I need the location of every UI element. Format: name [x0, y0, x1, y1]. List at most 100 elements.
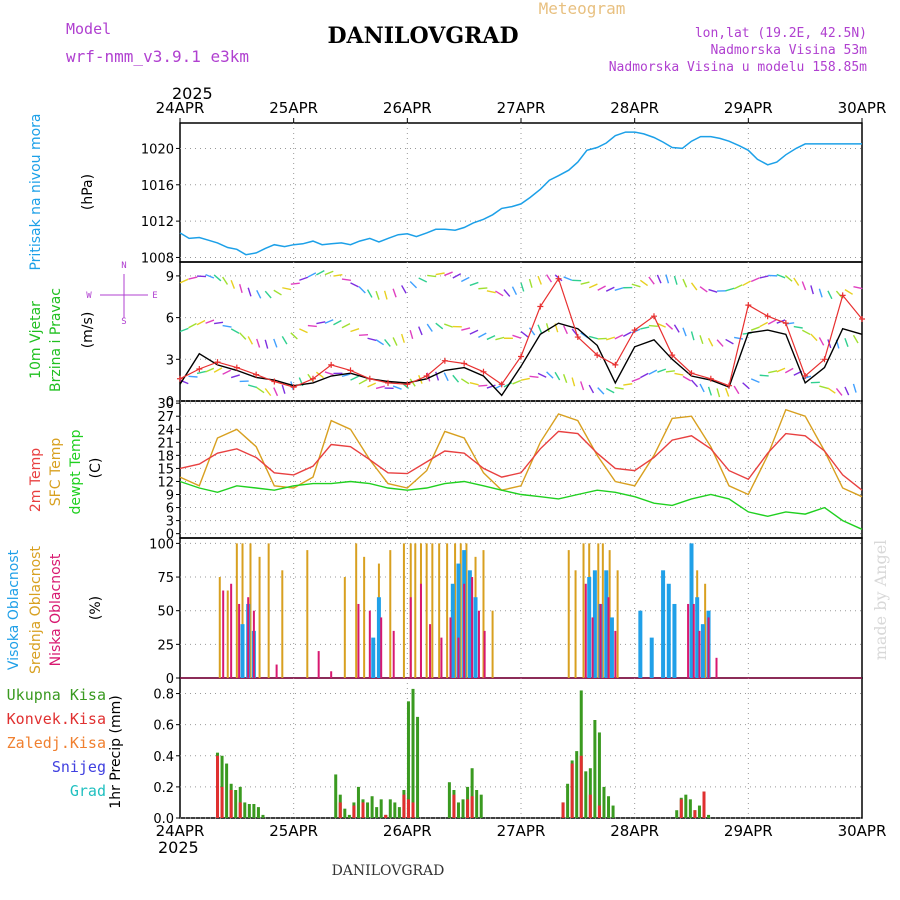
- wind-vector: [222, 324, 232, 328]
- wind-vector: [648, 276, 655, 285]
- wind-gust-marker: [839, 292, 846, 299]
- wind-vector: [563, 276, 573, 281]
- cloud-mid-bar: [249, 543, 252, 678]
- precip-legend-1: Konvek.Kisa: [7, 710, 106, 728]
- wind-vector: [197, 275, 207, 278]
- wind-gust-marker: [290, 384, 297, 391]
- wind-vector: [657, 322, 666, 328]
- cloud-high-bar: [473, 597, 478, 678]
- wind-vector: [520, 330, 529, 338]
- cloud-mid-bar: [281, 570, 284, 678]
- wind-vector: [222, 369, 232, 375]
- wind-vector: [435, 371, 440, 381]
- wind-gust-marker: [650, 313, 657, 320]
- cloud-low-bar: [449, 617, 452, 678]
- precip-conv-bar: [452, 794, 456, 818]
- wind-gust-marker: [518, 353, 524, 360]
- wind-vector: [273, 387, 279, 397]
- wind-vector: [452, 374, 460, 383]
- y-tick-label-p1: 9: [166, 270, 174, 285]
- cloud-low-bar: [692, 603, 695, 678]
- cloud-mid-bar: [446, 543, 449, 678]
- wind-vector: [427, 274, 437, 278]
- cloud-low-bar: [368, 610, 371, 678]
- wind-vector: [239, 332, 247, 340]
- wind-vector: [853, 285, 863, 290]
- precip-total-bar: [479, 794, 483, 818]
- wind-vector: [444, 271, 453, 277]
- wind-gust-marker: [859, 315, 865, 322]
- wind-vector: [486, 334, 496, 341]
- y-tick-label-p2: 24: [157, 423, 174, 438]
- precip-total-bar: [588, 768, 592, 818]
- wind-vector: [460, 378, 470, 385]
- temp-sfc-line: [179, 408, 863, 498]
- watermark: made by Angel: [871, 540, 890, 661]
- wind-vector: [750, 378, 760, 384]
- coords-label: lon,lat (19.2E, 42.5N): [695, 26, 867, 41]
- cloud-high-bar: [672, 603, 677, 678]
- wind-gust-marker: [782, 320, 789, 327]
- y-tick-label-p0: 1020: [141, 142, 174, 157]
- wind-vector: [640, 326, 650, 330]
- wind-vector: [333, 319, 342, 326]
- wind-vector: [793, 277, 800, 286]
- precip-conv-bar: [229, 790, 233, 818]
- wind-gust-marker: [253, 371, 260, 378]
- wind-vector: [247, 287, 252, 297]
- wind-axis-label-1: 10m Vjetar: [28, 301, 44, 379]
- wind-vector: [179, 379, 189, 385]
- wind-vector: [656, 274, 662, 284]
- cloud-mid-bar: [306, 550, 309, 678]
- wind-vector: [375, 290, 380, 300]
- footer-station: DANILOVGRAD: [332, 863, 445, 879]
- wind-vector: [264, 339, 269, 349]
- cloud-high-bar: [587, 577, 592, 678]
- year-top: 2025: [172, 84, 213, 103]
- wind-vector: [299, 276, 309, 281]
- cloud-mid-bar: [389, 550, 392, 678]
- wind-vector: [426, 372, 431, 382]
- precip-conv-bar: [406, 799, 410, 818]
- precip-conv-bar: [597, 805, 601, 818]
- wind-vector: [196, 370, 206, 375]
- cloud-mid-bar: [459, 543, 462, 678]
- wind-vector: [776, 367, 786, 373]
- wind-gust-marker: [461, 360, 468, 367]
- wind-vector: [631, 283, 641, 288]
- cloud-mid-bar: [363, 556, 366, 678]
- wind-vector: [461, 276, 470, 283]
- cloud-mid-bar: [465, 543, 468, 678]
- precip-conv-bar: [361, 802, 365, 818]
- wind-vector: [537, 372, 547, 378]
- wind-vector: [503, 289, 511, 297]
- cloud-low-bar: [357, 603, 360, 678]
- y-tick-label-p3: 50: [157, 605, 174, 620]
- wind-vector: [682, 278, 688, 288]
- cloud-high-bar: [649, 637, 654, 678]
- precip-total-bar: [379, 799, 383, 818]
- wind-gust-marker: [726, 382, 733, 389]
- y-tick-label-p3: 25: [157, 638, 174, 653]
- wind-gust-marker: [537, 303, 544, 310]
- wind-vector: [230, 328, 240, 334]
- wind-vector: [682, 375, 692, 382]
- y-tick-label-p2: 30: [157, 397, 174, 412]
- x-tick-label-bottom: 27APR: [497, 822, 546, 840]
- precip-total-bar: [243, 802, 247, 818]
- wind-vector: [767, 319, 777, 325]
- wind-gust-marker: [821, 356, 828, 363]
- wind-gust-marker: [594, 352, 601, 359]
- precip-total-bar: [397, 807, 401, 818]
- y-tick-label-p4: 0.6: [153, 719, 174, 734]
- cloud-high-bar: [661, 570, 666, 678]
- cloud-high-bar: [609, 617, 614, 678]
- precip-total-bar: [597, 732, 601, 818]
- y-tick-label-p1: 6: [166, 312, 174, 327]
- wind-vector: [341, 278, 351, 281]
- x-tick-label-top: 28APR: [610, 99, 659, 117]
- wind-gust-marker: [669, 352, 676, 359]
- wind-vector: [665, 274, 670, 284]
- precip-total-bar: [416, 716, 420, 818]
- wind-vector: [562, 325, 568, 335]
